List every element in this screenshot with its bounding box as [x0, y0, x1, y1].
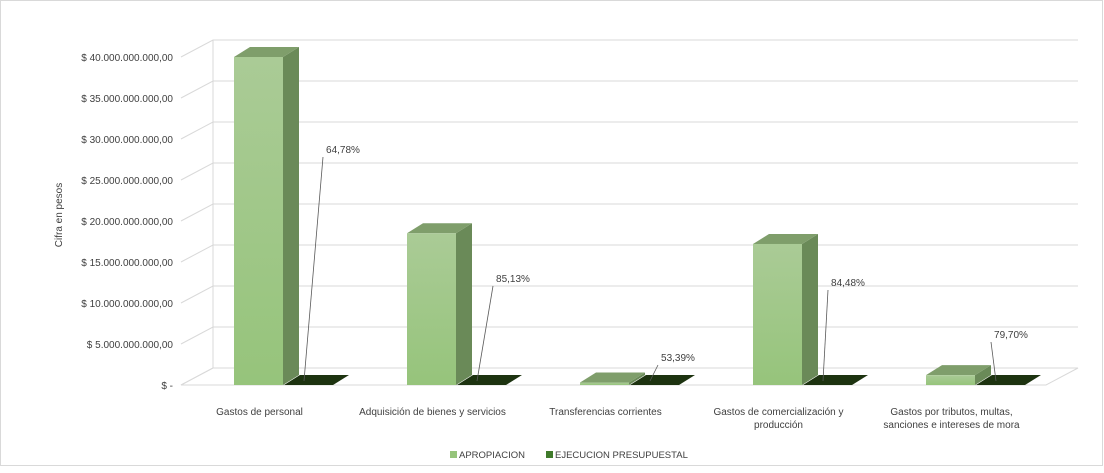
data-labels: 64,78% 85,13% 53,39% 84,48% 79,70% — [303, 145, 1028, 382]
gridlines — [180, 39, 1078, 345]
y-axis-label: Cifra en pesos — [54, 183, 65, 247]
legend-swatch — [546, 451, 553, 458]
legend: APROPIACION EJECUCION PRESUPUESTAL — [450, 450, 688, 461]
data-label: 85,13% — [496, 274, 530, 285]
gridline — [180, 285, 1078, 304]
bar-apropiacion — [407, 233, 456, 385]
bars — [234, 47, 1041, 385]
y-tick-label: $ 20.000.000.000,00 — [81, 217, 173, 228]
bar-apropiacion-top — [580, 372, 645, 383]
x-tick-label: Gastos de personal — [216, 407, 303, 418]
gridline — [180, 121, 1078, 140]
bar-apropiacion-side — [975, 365, 991, 385]
bar-apropiacion-top — [926, 365, 991, 376]
x-tick-label: Gastos por tributos, multas, — [890, 407, 1012, 418]
bar-apropiacion-side — [629, 372, 645, 385]
y-tick-label: $ 10.000.000.000,00 — [81, 299, 173, 310]
x-tick-label: Transferencias corrientes — [549, 407, 661, 418]
legend-swatch — [450, 451, 457, 458]
legend-label: APROPIACION — [459, 450, 525, 461]
data-label: 79,70% — [994, 330, 1028, 341]
bar-apropiacion — [926, 375, 975, 385]
back-wall — [180, 40, 1079, 386]
bar-apropiacion-top — [407, 223, 472, 234]
y-tick-label: $ 5.000.000.000,00 — [87, 340, 174, 351]
data-label: 64,78% — [326, 145, 360, 156]
y-tick-label: $ - — [161, 381, 173, 392]
bar-ejecucion — [630, 375, 695, 385]
bar-apropiacion — [580, 382, 629, 385]
x-tick-label: Adquisición de bienes y servicios — [359, 407, 506, 418]
label-leader-line — [649, 364, 659, 382]
y-tick-label: $ 25.000.000.000,00 — [81, 176, 173, 187]
bar-apropiacion-top — [234, 47, 299, 57]
bar-apropiacion — [234, 57, 283, 385]
gridline — [180, 326, 1078, 345]
x-tick-label: producción — [754, 420, 803, 431]
x-tick-label: sanciones e intereses de mora — [883, 420, 1020, 431]
bar-ejecucion — [976, 375, 1041, 385]
data-label: 84,48% — [831, 278, 865, 289]
x-axis-ticks: Gastos de personal Adquisición de bienes … — [216, 407, 1020, 431]
label-leader-line — [990, 341, 997, 382]
label-leader-line — [303, 156, 324, 382]
y-tick-label: $ 35.000.000.000,00 — [81, 94, 173, 105]
bar-apropiacion-top — [753, 233, 818, 244]
bar-ejecucion — [803, 375, 868, 385]
bar-apropiacion-side — [283, 47, 299, 385]
label-leader-line — [476, 285, 494, 382]
gridline — [180, 80, 1078, 99]
y-tick-label: $ 40.000.000.000,00 — [81, 53, 173, 64]
bar-ejecucion — [457, 375, 522, 385]
bar-apropiacion-side — [802, 233, 818, 385]
x-tick-label: Gastos de comercialización y — [713, 407, 843, 418]
legend-label: EJECUCION PRESUPUESTAL — [555, 450, 688, 461]
y-tick-label: $ 15.000.000.000,00 — [81, 258, 173, 269]
y-axis-ticks: $ - $ 5.000.000.000,00 $ 10.000.000.000,00… — [81, 53, 173, 392]
label-leader-line — [822, 289, 829, 382]
bar-ejecucion — [284, 375, 349, 385]
bar-apropiacion-side — [456, 223, 472, 385]
gridline — [180, 39, 1078, 58]
y-tick-label: $ 30.000.000.000,00 — [81, 135, 173, 146]
gridline — [180, 203, 1078, 222]
data-label: 53,39% — [661, 353, 695, 364]
gridline — [180, 162, 1078, 181]
bar-apropiacion — [753, 243, 802, 385]
